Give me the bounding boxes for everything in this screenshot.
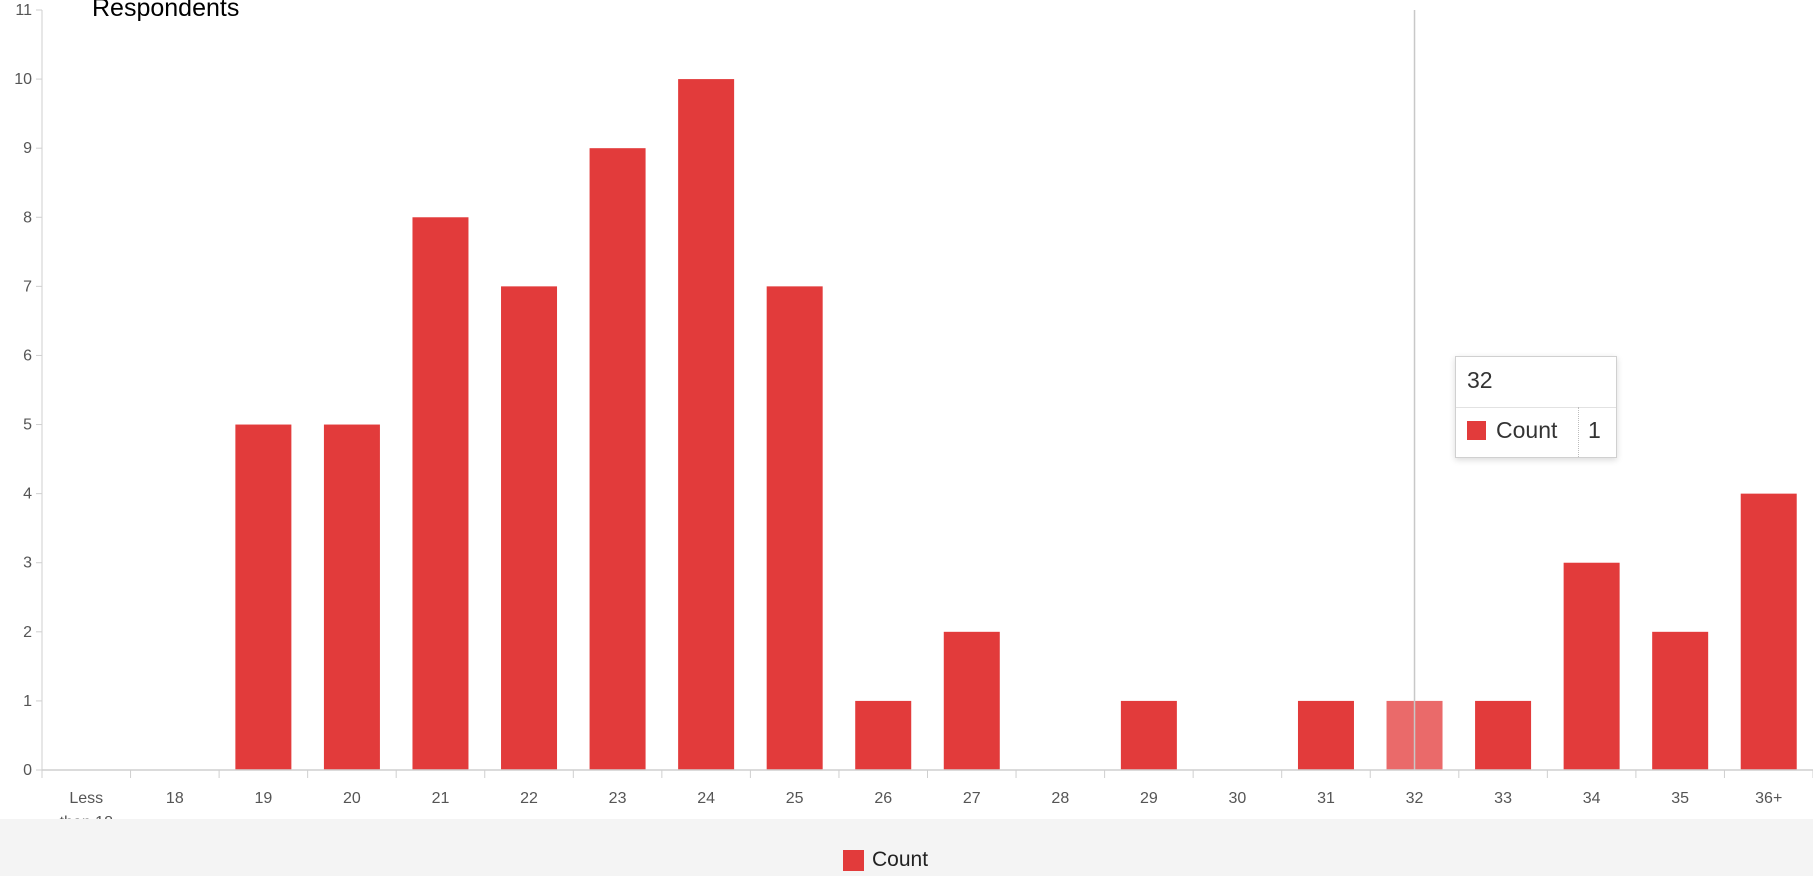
bar-25[interactable] xyxy=(766,286,823,770)
y-tick-label: 3 xyxy=(23,555,32,572)
bar-19[interactable] xyxy=(235,424,292,770)
bar-20[interactable] xyxy=(323,424,380,770)
bar-23[interactable] xyxy=(589,148,646,770)
bar-34[interactable] xyxy=(1563,562,1620,770)
y-tick-label: 4 xyxy=(23,486,32,503)
x-tick-label: 35 xyxy=(1671,790,1689,807)
x-tick-label: 36+ xyxy=(1755,790,1782,807)
y-tick-label: 7 xyxy=(23,278,32,295)
y-tick-label: 8 xyxy=(23,209,32,226)
x-tick-label: 29 xyxy=(1140,790,1158,807)
tooltip-value: 1 xyxy=(1588,417,1601,443)
x-tick-label: 28 xyxy=(1051,790,1069,807)
legend-swatch xyxy=(843,849,864,871)
bar-36-[interactable] xyxy=(1740,493,1797,770)
x-tick-label: 31 xyxy=(1317,790,1335,807)
bar-27[interactable] xyxy=(943,631,1000,770)
x-tick-label: 20 xyxy=(343,790,361,807)
y-tick-label: 1 xyxy=(23,693,32,710)
bar-26[interactable] xyxy=(855,700,912,770)
tooltip-title: 32 xyxy=(1467,367,1493,393)
y-tick-label: 5 xyxy=(23,417,32,434)
tooltip-separator xyxy=(1578,407,1580,457)
x-tick-label: 30 xyxy=(1229,790,1247,807)
y-axis: 0 1 2 3 4 5 6 7 8 9 10 11 xyxy=(14,2,43,779)
x-axis: Lessthan 1818192021222324252627282930313… xyxy=(41,769,1813,831)
tooltip-row: Count xyxy=(1467,417,1557,444)
bar-29[interactable] xyxy=(1120,700,1177,770)
legend-label: Count xyxy=(872,848,929,871)
legend-band xyxy=(0,819,1813,876)
y-tick-label: 6 xyxy=(23,347,32,364)
y-axis-title: Respondents xyxy=(92,0,240,22)
x-tick-label: Less xyxy=(69,790,103,807)
x-tick-label: 26 xyxy=(874,790,892,807)
x-tick-label: 33 xyxy=(1494,790,1512,807)
tooltip-divider xyxy=(1456,407,1616,408)
x-tick-label: 25 xyxy=(786,790,804,807)
x-tick-label: 24 xyxy=(697,790,715,807)
x-tick-label: 32 xyxy=(1406,790,1424,807)
bar-35[interactable] xyxy=(1652,631,1709,770)
y-tick-label: 0 xyxy=(23,762,32,779)
y-tick-label: 11 xyxy=(15,2,32,19)
x-tick-label: 19 xyxy=(254,790,272,807)
y-tick-label: 9 xyxy=(23,140,32,157)
x-tick-label: 21 xyxy=(432,790,450,807)
y-tick-label: 10 xyxy=(14,71,32,88)
x-tick-label: 27 xyxy=(963,790,981,807)
bar-31[interactable] xyxy=(1297,700,1354,770)
bar-33[interactable] xyxy=(1475,700,1532,770)
bar-22[interactable] xyxy=(501,286,558,770)
x-tick-label: 18 xyxy=(166,790,184,807)
y-tick-label: 2 xyxy=(23,624,32,641)
x-tick-label: 23 xyxy=(609,790,627,807)
bars xyxy=(235,10,1797,771)
tooltip-swatch xyxy=(1467,421,1486,440)
tooltip-label: Count xyxy=(1496,417,1558,443)
bar-24[interactable] xyxy=(678,79,735,770)
bar-21[interactable] xyxy=(412,217,469,771)
x-tick-label: 22 xyxy=(520,790,538,807)
x-tick-label: 34 xyxy=(1583,790,1601,807)
hover-tooltip: 32 Count 1 xyxy=(1455,356,1617,458)
legend[interactable]: Count xyxy=(843,848,928,872)
